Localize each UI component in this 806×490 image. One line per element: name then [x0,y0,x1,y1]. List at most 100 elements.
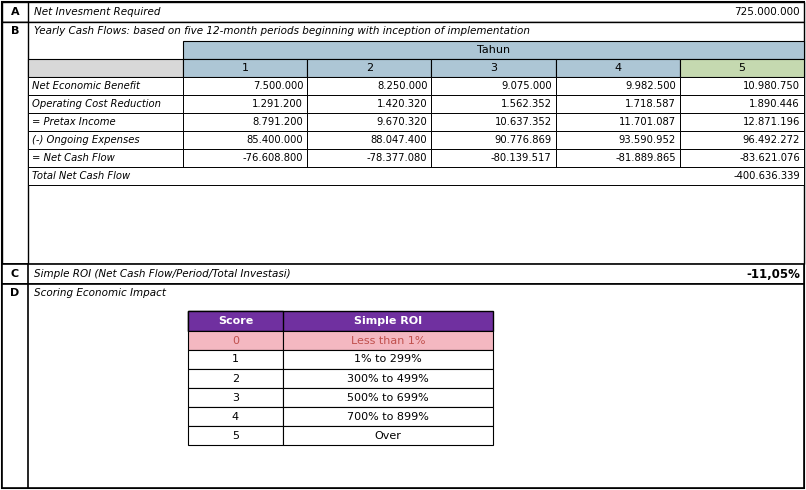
Bar [2,264,804,284]
Text: 9.075.000: 9.075.000 [501,81,551,91]
Bar [183,113,307,131]
Bar [188,407,283,426]
Bar [2,264,28,284]
Text: 2: 2 [232,373,239,384]
Text: -80.139.517: -80.139.517 [491,153,551,163]
Bar [188,350,283,369]
Bar [28,149,183,167]
Bar [307,113,431,131]
Text: 1: 1 [232,354,239,365]
Bar [283,426,493,445]
Text: 1% to 299%: 1% to 299% [354,354,422,365]
Text: (-) Ongoing Expenses: (-) Ongoing Expenses [32,135,139,145]
Bar [679,77,804,95]
Bar [555,113,679,131]
Text: 85.400.000: 85.400.000 [247,135,303,145]
Bar [183,131,307,149]
Text: 7.500.000: 7.500.000 [253,81,303,91]
Text: Less than 1%: Less than 1% [351,336,426,345]
Bar [188,331,283,350]
Bar [28,113,183,131]
Text: D: D [10,289,19,298]
Text: 4: 4 [614,63,621,73]
Bar [283,388,493,407]
Text: -81.889.865: -81.889.865 [615,153,675,163]
Text: -83.621.076: -83.621.076 [739,153,800,163]
Bar [2,284,28,488]
Bar [183,41,804,59]
Bar [679,149,804,167]
Bar [307,95,431,113]
Bar [679,95,804,113]
Bar [431,59,555,77]
Text: 3: 3 [490,63,497,73]
Text: Total Net Cash Flow: Total Net Cash Flow [32,171,130,181]
Bar [283,369,493,388]
Bar [188,311,493,331]
Text: 300% to 499%: 300% to 499% [347,373,429,384]
Text: -78.377.080: -78.377.080 [367,153,427,163]
Bar [555,77,679,95]
Text: 1.420.320: 1.420.320 [376,99,427,109]
Bar [555,59,679,77]
Text: 3: 3 [232,392,239,402]
Bar [183,59,307,77]
Bar [307,149,431,167]
Bar [28,167,804,185]
Bar [555,131,679,149]
Text: 700% to 899%: 700% to 899% [347,412,429,421]
Text: 96.492.272: 96.492.272 [742,135,800,145]
Text: -76.608.800: -76.608.800 [243,153,303,163]
Bar [2,2,28,22]
Text: 90.776.869: 90.776.869 [494,135,551,145]
Bar [28,77,183,95]
Bar [183,149,307,167]
Bar [431,113,555,131]
Text: 0: 0 [232,336,239,345]
Text: 5: 5 [232,431,239,441]
Text: 8.250.000: 8.250.000 [377,81,427,91]
Text: 1.291.200: 1.291.200 [252,99,303,109]
Bar [679,59,804,77]
Text: Net Invesment Required: Net Invesment Required [34,7,160,17]
Text: 1.718.587: 1.718.587 [625,99,675,109]
Bar [283,331,493,350]
Bar [188,426,283,445]
Bar [28,131,183,149]
Text: 4: 4 [232,412,239,421]
Text: 5: 5 [738,63,746,73]
Bar [183,95,307,113]
Text: C: C [11,269,19,279]
Text: Simple ROI: Simple ROI [354,316,422,326]
Text: 10.980.750: 10.980.750 [743,81,800,91]
Bar [2,22,28,264]
Bar [2,22,804,264]
Bar [183,77,307,95]
Bar [2,284,804,488]
Text: = Pretax Income: = Pretax Income [32,117,115,127]
Text: Operating Cost Reduction: Operating Cost Reduction [32,99,161,109]
Bar [431,131,555,149]
Text: 88.047.400: 88.047.400 [371,135,427,145]
Text: 500% to 699%: 500% to 699% [347,392,429,402]
Bar [431,77,555,95]
Text: -11,05%: -11,05% [746,268,800,280]
Text: 1.890.446: 1.890.446 [750,99,800,109]
Bar [307,77,431,95]
Bar [307,59,431,77]
Text: -400.636.339: -400.636.339 [733,171,800,181]
Text: 725.000.000: 725.000.000 [734,7,800,17]
Text: 11.701.087: 11.701.087 [619,117,675,127]
Text: 93.590.952: 93.590.952 [618,135,675,145]
Text: 1.562.352: 1.562.352 [501,99,551,109]
Text: 9.670.320: 9.670.320 [376,117,427,127]
Text: Yearly Cash Flows: based on five 12-month periods beginning with inception of im: Yearly Cash Flows: based on five 12-mont… [34,26,530,36]
Bar [188,388,283,407]
Text: A: A [10,7,19,17]
Text: 8.791.200: 8.791.200 [252,117,303,127]
Bar [431,149,555,167]
Bar [28,95,183,113]
Bar [555,95,679,113]
Text: Scoring Economic Impact: Scoring Economic Impact [34,289,166,298]
Bar [307,131,431,149]
